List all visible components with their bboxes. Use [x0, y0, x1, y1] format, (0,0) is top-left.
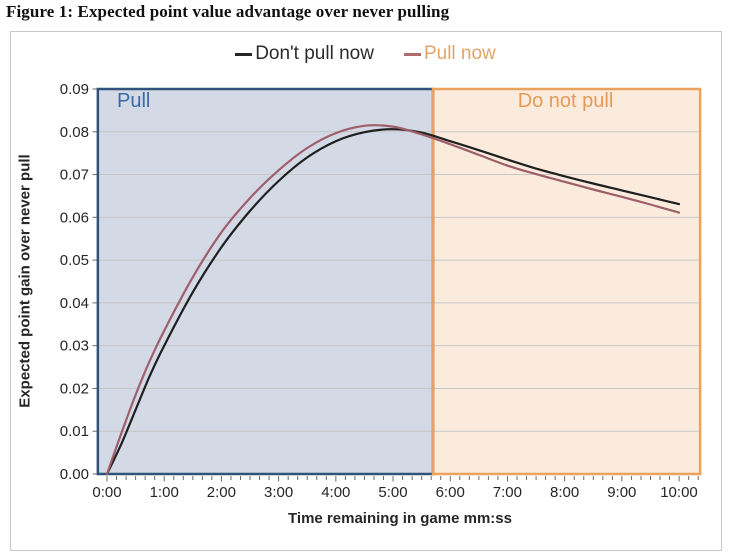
line-swatch-icon: [235, 52, 253, 56]
region-label-pull: Pull: [117, 90, 151, 112]
x-tick-label: 3:00: [264, 484, 293, 501]
legend-item-dont-pull-now: Don't pull now: [235, 43, 374, 65]
legend-label-dont-pull-now: Don't pull now: [255, 43, 374, 64]
x-axis-title: Time remaining in game mm:ss: [288, 510, 512, 527]
y-tick-label: 0.04: [60, 295, 89, 312]
series-line-pull-now: [105, 124, 681, 476]
x-tick-label: 0:00: [92, 484, 121, 501]
y-tick-label: 0.00: [60, 466, 89, 483]
y-axis-title: Expected point gain over never pull: [16, 154, 34, 408]
x-tick-label: 8:00: [550, 484, 579, 501]
y-tick-label: 0.05: [60, 252, 89, 269]
x-tick-label: 10:00: [660, 484, 698, 501]
chart-legend: Don't pull now Pull now: [0, 43, 731, 65]
x-tick-label: 1:00: [150, 484, 179, 501]
x-tick-label: 2:00: [207, 484, 236, 501]
x-tick-label: 6:00: [436, 484, 465, 501]
y-tick-label: 0.03: [60, 338, 89, 355]
x-tick-label: 7:00: [493, 484, 522, 501]
region-border-1: [431, 87, 702, 476]
y-tick-label: 0.07: [60, 167, 89, 184]
y-tick-label: 0.02: [60, 380, 89, 397]
y-tick-label: 0.08: [60, 124, 89, 141]
y-tick-label: 0.01: [60, 423, 89, 440]
y-tick-label: 0.06: [60, 209, 89, 226]
x-tick-label: 5:00: [378, 484, 407, 501]
page-title: Figure 1: Expected point value advantage…: [6, 2, 450, 21]
legend-item-pull-now: Pull now: [403, 43, 496, 65]
region-label-do-not-pull: Do not pull: [517, 90, 614, 112]
y-tick-label: 0.09: [60, 81, 89, 98]
series-line-dont-pull-now: [105, 128, 681, 476]
legend-label-pull-now: Pull now: [423, 43, 496, 64]
x-tick-label: 9:00: [607, 484, 636, 501]
x-tick-label: 4:00: [321, 484, 350, 501]
region-fill-1: [433, 89, 701, 474]
line-swatch-icon: [403, 52, 421, 56]
region-fill-0: [97, 89, 434, 474]
